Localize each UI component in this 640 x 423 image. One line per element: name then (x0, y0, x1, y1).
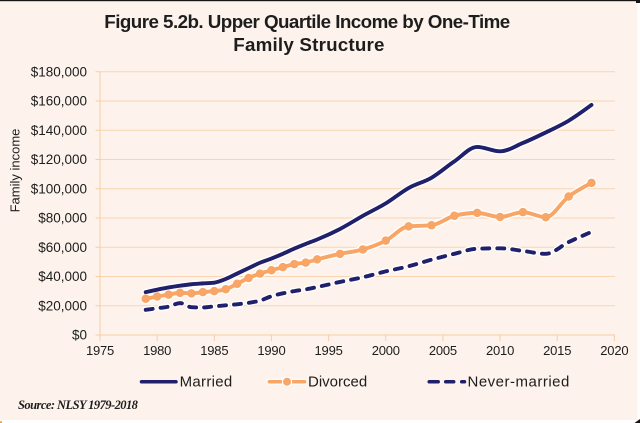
svg-text:$100,000: $100,000 (31, 181, 87, 196)
svg-text:Married: Married (180, 374, 233, 391)
svg-text:2010: 2010 (486, 343, 514, 358)
svg-text:1985: 1985 (200, 343, 228, 358)
svg-text:$120,000: $120,000 (31, 152, 87, 167)
svg-text:Divorced: Divorced (308, 374, 367, 391)
svg-text:1980: 1980 (143, 343, 171, 358)
svg-text:$160,000: $160,000 (31, 94, 87, 109)
svg-text:$80,000: $80,000 (38, 211, 87, 226)
svg-text:$60,000: $60,000 (38, 240, 87, 255)
svg-text:2020: 2020 (600, 343, 628, 358)
svg-text:1990: 1990 (257, 343, 285, 358)
svg-text:Figure 5.2b. Upper Quartile In: Figure 5.2b. Upper Quartile Income by On… (104, 11, 509, 32)
svg-text:$140,000: $140,000 (31, 123, 87, 138)
svg-text:$20,000: $20,000 (38, 298, 87, 313)
svg-text:$180,000: $180,000 (31, 64, 87, 79)
svg-text:$40,000: $40,000 (38, 269, 87, 284)
svg-text:1995: 1995 (315, 343, 343, 358)
svg-text:1975: 1975 (86, 343, 114, 358)
svg-text:2005: 2005 (429, 343, 457, 358)
svg-text:2000: 2000 (372, 343, 400, 358)
svg-text:Never-married: Never-married (468, 374, 570, 391)
svg-text:Family income: Family income (8, 129, 23, 213)
svg-text:$0: $0 (72, 328, 87, 343)
svg-text:Source: NLSY 1979-2018: Source: NLSY 1979-2018 (18, 398, 139, 412)
svg-text:2015: 2015 (543, 343, 571, 358)
svg-text:Family Structure: Family Structure (233, 34, 384, 55)
